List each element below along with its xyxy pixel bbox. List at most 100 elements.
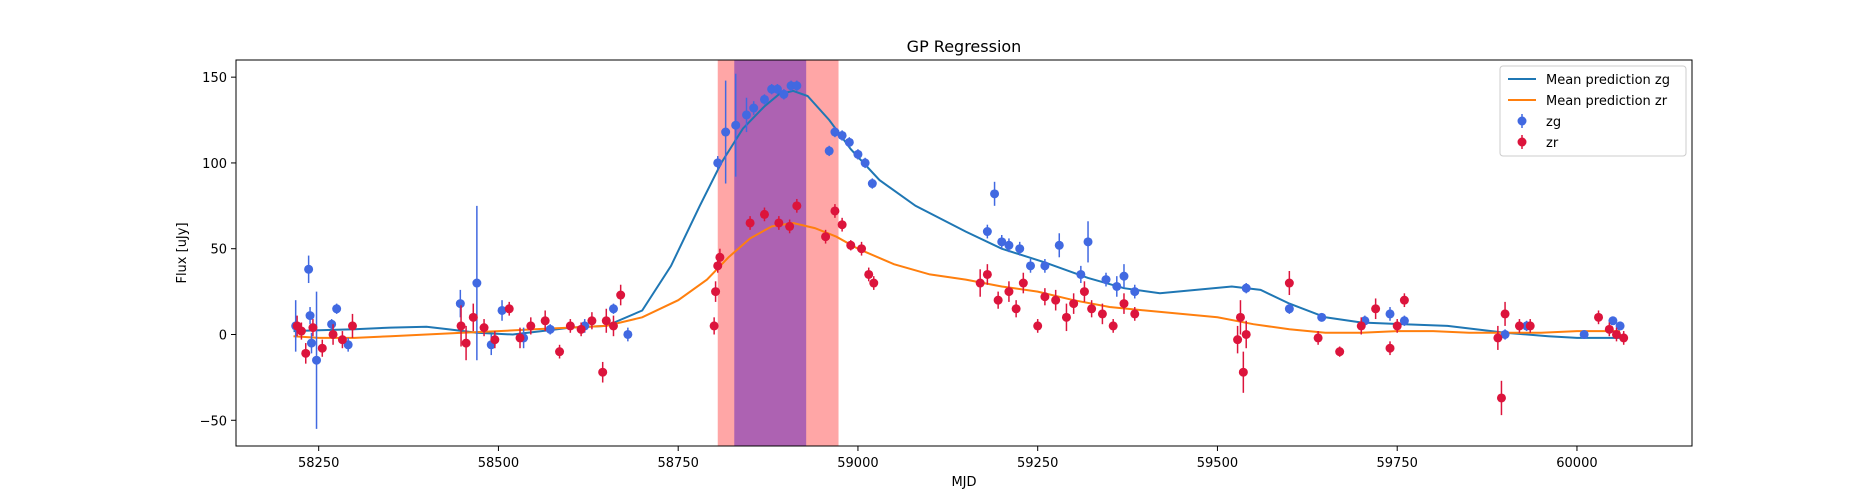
data-point [515, 333, 525, 343]
x-tick-label: 59750 [1377, 456, 1418, 471]
data-point [1241, 283, 1251, 293]
data-point [598, 367, 608, 377]
data-point [343, 340, 353, 350]
data-point [792, 81, 802, 91]
data-point [844, 137, 854, 147]
data-point [1392, 321, 1402, 331]
data-point [1496, 393, 1506, 403]
data-point [1083, 237, 1093, 247]
data-point [312, 355, 322, 365]
x-axis: 58250 58500 58750 59000 59250 59500 59750 60000 [298, 446, 1598, 471]
legend-label: Mean prediction zr [1546, 94, 1668, 109]
data-point [774, 218, 784, 228]
data-point [347, 321, 357, 331]
data-point [1069, 299, 1079, 309]
data-point [864, 269, 874, 279]
data-point [1011, 304, 1021, 314]
data-point [1579, 329, 1589, 339]
data-point [1079, 287, 1089, 297]
data-point [711, 287, 721, 297]
data-point [869, 278, 879, 288]
data-point [1313, 333, 1323, 343]
data-point [1500, 309, 1510, 319]
data-point [837, 220, 847, 230]
data-point [472, 278, 482, 288]
data-point [713, 158, 723, 168]
x-tick-label: 59500 [1197, 456, 1238, 471]
data-point [837, 130, 847, 140]
data-point [328, 329, 338, 339]
data-point [772, 84, 782, 94]
data-point [1040, 261, 1050, 271]
data-point [455, 299, 465, 309]
data-point [1284, 278, 1294, 288]
data-point [982, 269, 992, 279]
data-point [1101, 275, 1111, 285]
data-point [1356, 321, 1366, 331]
data-point [1051, 295, 1061, 305]
data-point [461, 338, 471, 348]
data-point [853, 149, 863, 159]
data-point [587, 316, 597, 326]
data-point [715, 252, 725, 262]
data-point [576, 324, 586, 334]
legend-label: zr [1546, 136, 1559, 151]
data-point [616, 290, 626, 300]
data-point [526, 321, 536, 331]
data-point [993, 295, 1003, 305]
data-point [306, 338, 316, 348]
data-point [824, 146, 834, 156]
data-point [308, 323, 318, 333]
data-point [1112, 281, 1122, 291]
data-point [860, 158, 870, 168]
data-point [555, 347, 565, 357]
data-point [1054, 240, 1064, 250]
data-point [1238, 367, 1248, 377]
y-tick-label: 50 [210, 243, 227, 258]
data-point [1235, 312, 1245, 322]
data-point [1608, 316, 1618, 326]
data-point [1385, 309, 1395, 319]
data-point [327, 319, 337, 329]
data-point [337, 335, 347, 345]
data-point [1033, 321, 1043, 331]
data-point [1604, 324, 1614, 334]
data-point [304, 264, 314, 274]
data-point [759, 94, 769, 104]
data-point [721, 127, 731, 137]
data-point [709, 321, 719, 331]
data-point [745, 218, 755, 228]
data-point [792, 201, 802, 211]
data-point [332, 304, 342, 314]
data-point [1108, 321, 1118, 331]
data-point [867, 179, 877, 189]
data-point [1119, 271, 1129, 281]
x-tick-label: 58500 [478, 456, 519, 471]
data-point [1026, 261, 1036, 271]
data-point [997, 237, 1007, 247]
data-point [1284, 304, 1294, 314]
data-point [1514, 321, 1524, 331]
series-line [293, 221, 1621, 339]
plot-area [236, 60, 1692, 446]
data-points [291, 73, 1629, 429]
data-point [990, 189, 1000, 199]
legend-label: Mean prediction zg [1546, 73, 1670, 88]
data-point [1097, 309, 1107, 319]
data-point [785, 221, 795, 231]
data-point [1619, 333, 1629, 343]
x-tick-label: 58250 [298, 456, 339, 471]
x-tick-label: 59000 [837, 456, 878, 471]
data-point [305, 311, 315, 321]
plot-frame [235, 59, 1693, 447]
x-axis-label: MJD [951, 475, 976, 490]
data-point [296, 326, 306, 336]
x-tick-label: 59250 [1017, 456, 1058, 471]
data-point [456, 321, 466, 331]
legend-marker-swatch [1517, 116, 1527, 126]
chart-title: GP Regression [907, 37, 1022, 56]
data-point [830, 127, 840, 137]
data-point [1130, 309, 1140, 319]
data-point [601, 316, 611, 326]
